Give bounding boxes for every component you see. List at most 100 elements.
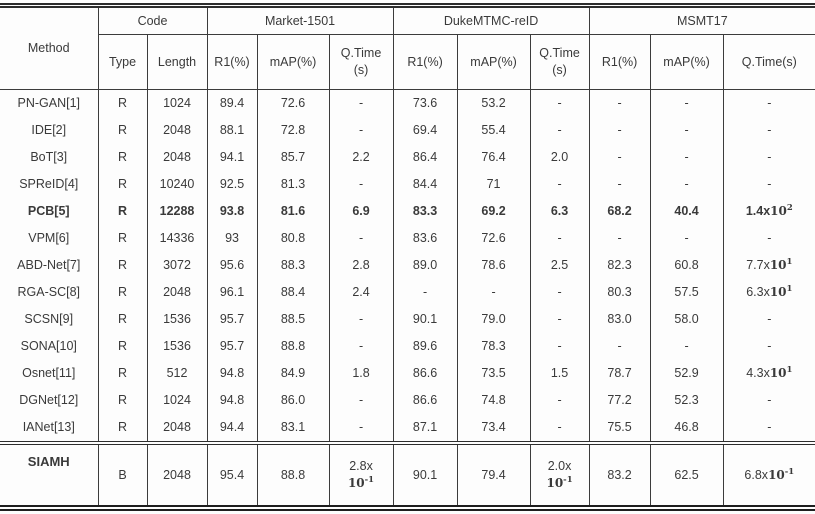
data-cell: - (529, 333, 590, 360)
data-cell: 83.0 (588, 306, 651, 333)
data-cell: - (456, 279, 531, 306)
data-cell: - (722, 225, 815, 252)
data-cell: 76.4 (456, 144, 531, 171)
data-cell: - (722, 387, 815, 414)
data-cell: - (328, 225, 394, 252)
data-cell: 58.0 (649, 306, 724, 333)
data-cell: 88.3 (256, 252, 330, 279)
data-cell: 92.5 (206, 171, 258, 198)
data-cell: 88.5 (256, 306, 330, 333)
data-cell: - (328, 171, 394, 198)
header-group-code: Code (97, 5, 208, 35)
header-method: Method (0, 5, 98, 90)
header-col-q-time-s: Q.Time(s) (722, 34, 815, 90)
header-col-map: mAP(%) (456, 34, 531, 90)
data-cell: 72.6 (256, 89, 330, 117)
data-cell: - (588, 89, 651, 117)
data-cell: 4.3x101 (722, 360, 815, 387)
data-cell: - (588, 144, 651, 171)
proposed-method-row: SIAMH B 2048 95.4 88.8 2.8x 10-1 90.1 79.4 2.0x 10… (0, 441, 815, 508)
data-cell: 88.1 (206, 117, 258, 144)
header-group-market-1501: Market-1501 (206, 5, 394, 35)
data-cell: 52.3 (649, 387, 724, 414)
data-cell: 10240 (146, 171, 208, 198)
data-cell: 1536 (146, 333, 208, 360)
data-cell: 73.5 (456, 360, 531, 387)
table-header: Method Code Market-1501 DukeMTMC-reID MSMT17… (0, 5, 815, 90)
data-cell: 94.1 (206, 144, 258, 171)
data-cell: R (97, 387, 147, 414)
data-cell: 90.1 (392, 441, 458, 508)
data-cell: 86.6 (392, 387, 458, 414)
data-cell: 2.4 (328, 279, 394, 306)
data-cell: 512 (146, 360, 208, 387)
data-cell: R (97, 89, 147, 117)
data-cell: - (328, 387, 394, 414)
data-cell: 2.0 (529, 144, 590, 171)
table-row: RGA-SC[8] R 2048 96.1 88.4 2.4- - -80.3 57.5 6.3x… (0, 279, 815, 306)
data-cell: 1.4x102 (722, 198, 815, 225)
data-cell: 40.4 (649, 198, 724, 225)
data-cell: 6.9 (328, 198, 394, 225)
data-cell: - (529, 225, 590, 252)
data-cell: 86.4 (392, 144, 458, 171)
data-cell: 1024 (146, 89, 208, 117)
data-cell: 94.4 (206, 414, 258, 443)
header-col-type: Type (97, 34, 147, 90)
data-cell: R (97, 360, 147, 387)
table-row: SPReID[4] R 10240 92.5 81.3-84.4 71- - - - (0, 171, 815, 198)
table-row: PN-GAN[1] R 1024 89.4 72.6-73.6 53.2- - - - (0, 89, 815, 117)
method-cell: DGNet[12] (19, 393, 79, 408)
data-cell: 83.3 (392, 198, 458, 225)
header-col-length: Length (146, 34, 208, 90)
data-cell: - (529, 279, 590, 306)
data-cell: R (97, 171, 147, 198)
data-cell: 12288 (146, 198, 208, 225)
data-cell: 78.3 (456, 333, 531, 360)
method-cell: SCSN[9] (24, 312, 74, 327)
data-cell: - (328, 89, 394, 117)
data-cell: 2.2 (328, 144, 394, 171)
paper-table-page: Method Code Market-1501 DukeMTMC-reID MSMT17… (0, 3, 815, 514)
header-col-r1: R1(%) (392, 34, 458, 90)
data-cell: 80.3 (588, 279, 651, 306)
data-cell: - (328, 306, 394, 333)
data-cell: - (722, 117, 815, 144)
data-cell: - (722, 171, 815, 198)
method-cell: PCB[5] (27, 204, 70, 219)
data-cell: - (649, 225, 724, 252)
method-cell: ABD-Net[7] (17, 258, 81, 273)
data-cell: - (328, 333, 394, 360)
data-cell: 2048 (146, 414, 208, 443)
data-cell: - (529, 387, 590, 414)
data-cell: 79.0 (456, 306, 531, 333)
reid-results-table: Method Code Market-1501 DukeMTMC-reID MSMT17… (0, 3, 815, 511)
data-cell: - (722, 306, 815, 333)
data-cell: 86.6 (392, 360, 458, 387)
data-cell: 82.3 (588, 252, 651, 279)
table-footer: SIAMH B 2048 95.4 88.8 2.8x 10-1 90.1 79.4 2.0x 10… (0, 441, 815, 508)
data-cell: 14336 (146, 225, 208, 252)
data-cell: 93 (206, 225, 258, 252)
data-cell: 1536 (146, 306, 208, 333)
data-cell: R (97, 117, 147, 144)
method-cell: SIAMH (0, 441, 98, 508)
header-col-r1: R1(%) (588, 34, 651, 90)
data-cell: 88.8 (256, 333, 330, 360)
data-cell: - (649, 144, 724, 171)
data-cell: 95.7 (206, 306, 258, 333)
header-col-q-time-s: Q.Time(s) (328, 34, 394, 90)
data-cell: 1.5 (529, 360, 590, 387)
method-cell: SPReID[4] (19, 177, 79, 192)
data-cell: 94.8 (206, 387, 258, 414)
data-cell: - (328, 414, 394, 443)
data-cell: - (529, 89, 590, 117)
data-cell: - (588, 225, 651, 252)
data-cell: 6.3x101 (722, 279, 815, 306)
data-cell: 69.4 (392, 117, 458, 144)
data-cell: 52.9 (649, 360, 724, 387)
data-cell: - (722, 333, 815, 360)
data-cell: - (649, 89, 724, 117)
data-cell: R (97, 333, 147, 360)
data-cell: 89.0 (392, 252, 458, 279)
